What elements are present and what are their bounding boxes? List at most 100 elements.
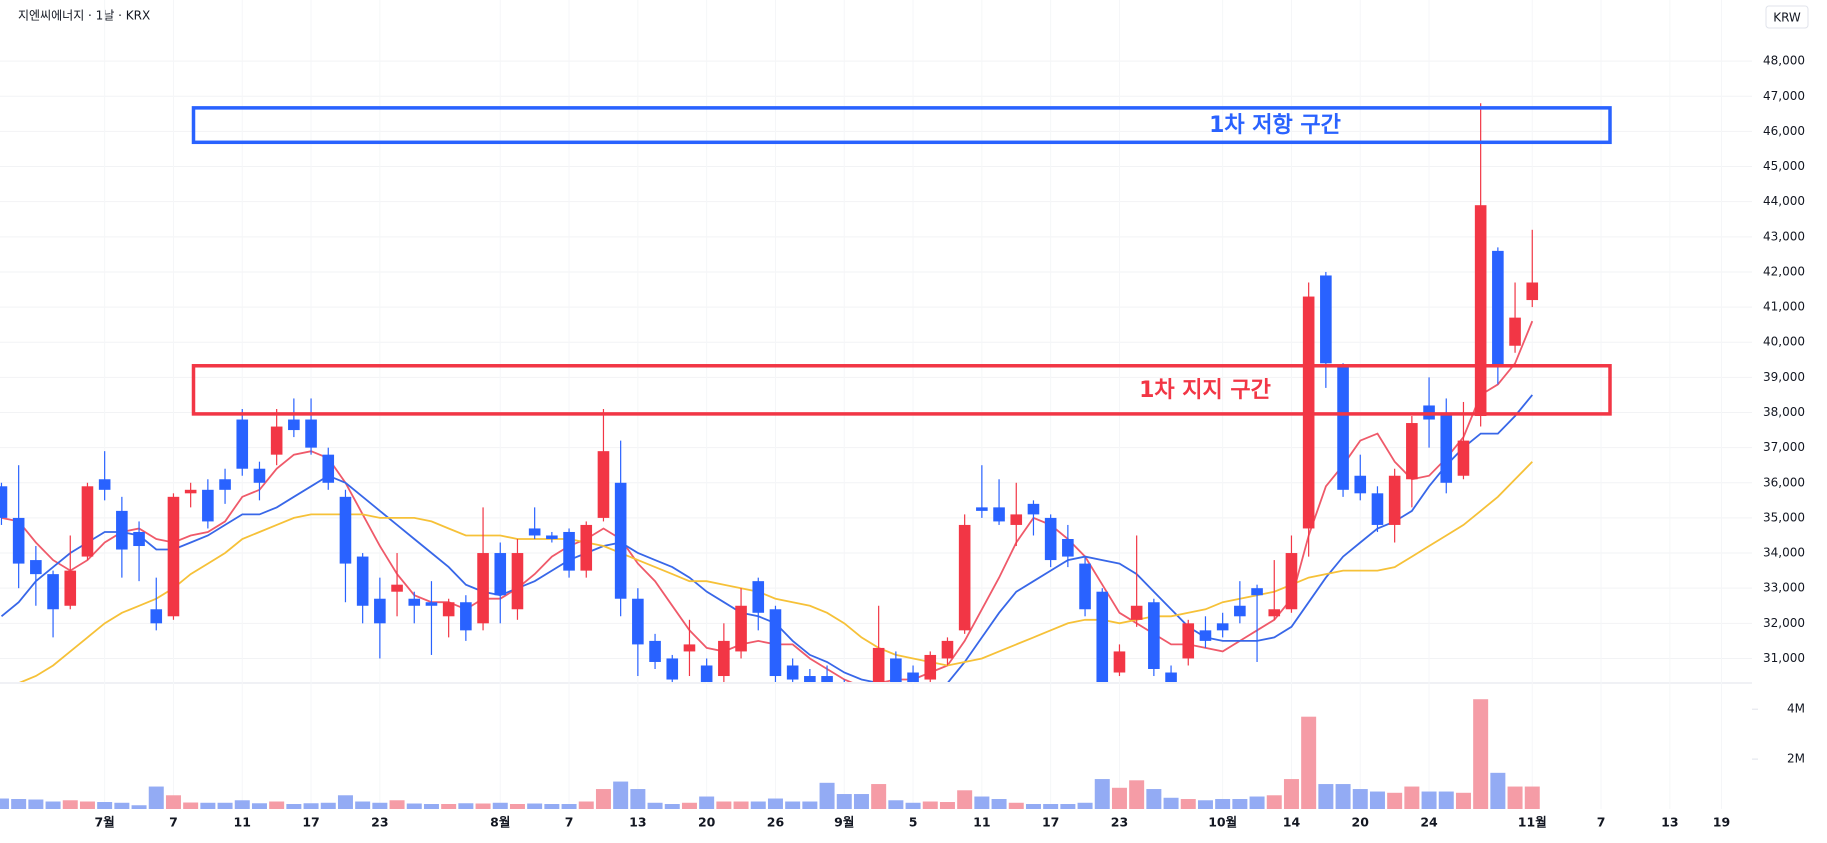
candle-body — [391, 584, 403, 592]
candle-body — [1010, 514, 1023, 525]
x-tick-label: 7 — [169, 815, 178, 830]
y-tick-label: 46,000 — [1763, 124, 1805, 138]
volume-bar — [131, 805, 147, 809]
volume-bar — [1404, 786, 1420, 809]
candle-body — [116, 510, 128, 550]
candle-body — [12, 517, 25, 564]
y-tick-label: 31,000 — [1763, 651, 1805, 665]
currency[interactable]: KRW — [1773, 11, 1801, 25]
volume-bar — [1043, 804, 1059, 809]
volume-bar — [0, 798, 9, 809]
y-tick-label: 45,000 — [1763, 159, 1805, 173]
volume-bar — [613, 781, 629, 809]
volume-bar — [802, 801, 818, 809]
x-tick-label: 11 — [973, 815, 990, 830]
volume-bar — [1455, 792, 1471, 809]
volume-bar — [1266, 795, 1282, 809]
volume-bar — [441, 804, 457, 809]
candle-body — [752, 581, 765, 613]
candle-body — [219, 479, 231, 490]
volume-bar — [1008, 802, 1024, 809]
candle-body — [1354, 475, 1367, 494]
volume-bar — [183, 802, 199, 809]
x-tick-label: 13 — [629, 815, 646, 830]
candle-body — [408, 598, 421, 606]
volume-bar — [1352, 789, 1368, 809]
candle-body — [1320, 275, 1332, 364]
candle-body — [374, 598, 386, 624]
y-tick-label: 36,000 — [1763, 475, 1805, 489]
candle-body — [253, 468, 266, 483]
x-tick-label: 17 — [302, 815, 319, 830]
volume-bar — [1197, 800, 1213, 809]
symbol-title: 지엔씨에너지 · 1날 · KRX — [18, 9, 150, 23]
volume-bar — [544, 804, 560, 809]
x-tick-label: 7 — [1597, 815, 1606, 830]
zone-label: 1차 지지 구간 — [1139, 378, 1271, 403]
volume-bar — [337, 795, 353, 809]
candle-body — [735, 605, 747, 652]
candle-body — [1285, 553, 1298, 610]
candle-body — [941, 640, 954, 659]
y-tick-label: 34,000 — [1763, 546, 1805, 560]
x-tick-label: 20 — [1352, 815, 1370, 830]
volume-bar — [974, 796, 990, 809]
volume-bar — [1060, 804, 1076, 809]
volume-bar — [355, 801, 371, 809]
volume-bar — [785, 801, 801, 809]
candle-body — [288, 419, 300, 431]
candle-body — [1130, 605, 1143, 620]
candle-body — [167, 496, 180, 617]
volume-bar — [406, 803, 422, 809]
candle-body — [1337, 366, 1349, 490]
candle-body — [804, 676, 816, 682]
y-tick-label: 35,000 — [1763, 510, 1805, 524]
candle-body — [1165, 672, 1177, 682]
candle-body — [1182, 623, 1195, 659]
candle-body — [270, 426, 283, 455]
volume-bar — [217, 802, 233, 809]
x-tick-label: 11월 — [1518, 815, 1547, 830]
volume-bar — [303, 803, 319, 809]
volume-bar — [939, 802, 955, 809]
candle-body — [632, 598, 644, 645]
volume-bar — [251, 803, 267, 809]
x-tick-label: 24 — [1420, 815, 1438, 830]
candle-body — [150, 609, 163, 624]
candle-body — [1027, 503, 1040, 515]
volume-bar — [1180, 799, 1196, 809]
volume-bar — [1490, 772, 1506, 809]
volume-bar — [1318, 784, 1334, 809]
volume-bar — [372, 802, 388, 809]
y-tick-label: 39,000 — [1763, 370, 1805, 384]
candle-body — [993, 507, 1005, 522]
volume-bar — [853, 794, 869, 809]
volume-tick-label: 4M — [1787, 702, 1805, 716]
volume-bar — [1025, 804, 1041, 809]
volume-bar — [45, 801, 61, 809]
volume-bar — [165, 795, 181, 809]
candle-body — [184, 489, 197, 494]
x-tick-label: 10월 — [1208, 815, 1237, 830]
candle-body — [339, 496, 352, 564]
y-tick-label: 38,000 — [1763, 405, 1805, 419]
volume-bar — [1421, 791, 1437, 809]
candle-body — [821, 676, 833, 682]
volume-bar — [1249, 796, 1265, 809]
candle-body — [236, 419, 249, 469]
volume-bar — [1129, 780, 1145, 809]
candle-body — [1062, 538, 1074, 557]
candle-body — [546, 535, 558, 539]
volume-bar — [269, 801, 285, 809]
candle-body — [202, 489, 214, 522]
candle-body — [442, 602, 455, 617]
volume-bar — [234, 800, 250, 809]
x-tick-label: 5 — [909, 815, 918, 830]
currency-box[interactable] — [1765, 5, 1809, 29]
candle-body — [1044, 517, 1057, 561]
volume-bar — [905, 802, 921, 809]
volume-bar — [647, 802, 663, 809]
candle-body — [1509, 317, 1521, 346]
candle-body — [1216, 623, 1229, 631]
candle-body — [1526, 282, 1539, 301]
